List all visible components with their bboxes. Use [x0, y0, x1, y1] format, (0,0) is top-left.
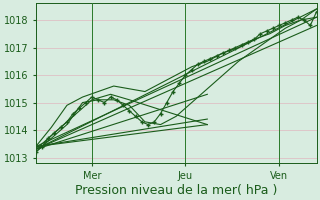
X-axis label: Pression niveau de la mer( hPa ): Pression niveau de la mer( hPa ) — [75, 184, 277, 197]
